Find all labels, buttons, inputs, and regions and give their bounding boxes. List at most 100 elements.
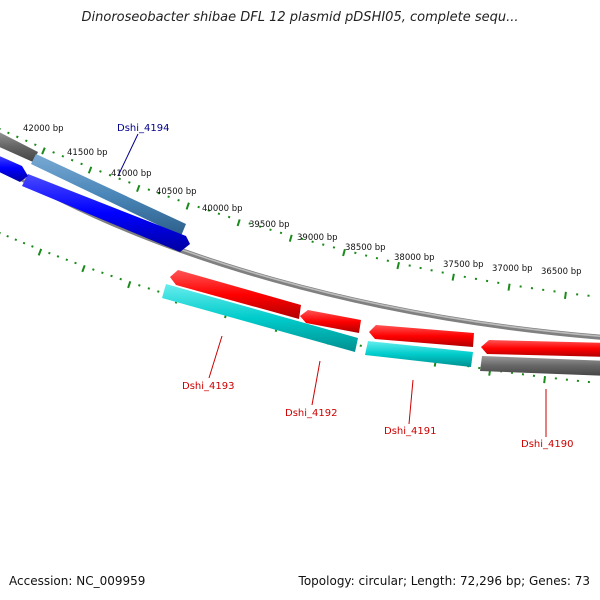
minor-tick <box>99 170 102 173</box>
minor-tick <box>375 256 379 260</box>
minor-tick <box>197 205 200 209</box>
major-tick <box>451 273 455 281</box>
tick-label-36500: 36500 bp <box>541 267 582 277</box>
gene-label-dshi-4190[interactable]: Dshi_4190 <box>521 439 573 450</box>
minor-tick <box>22 241 26 245</box>
minor-tick <box>33 143 37 147</box>
minor-tick <box>14 238 18 242</box>
minor-tick <box>386 259 390 262</box>
tick-label-37000: 37000 bp <box>492 264 533 274</box>
minor-tick <box>24 139 28 143</box>
callout-dshi-4192 <box>311 360 321 406</box>
map-title: Dinoroseobacter shibae DFL 12 plasmid pD… <box>81 10 519 25</box>
minor-tick <box>52 151 55 154</box>
major-tick <box>136 184 141 193</box>
minor-tick <box>31 245 34 248</box>
major-tick <box>127 280 132 289</box>
minor-tick <box>217 212 221 216</box>
callout-dshi-4191 <box>408 379 414 425</box>
major-tick <box>41 147 46 155</box>
major-tick <box>543 375 546 384</box>
major-tick <box>87 166 93 174</box>
minor-tick <box>258 225 262 228</box>
cds-band-dshi-4193 <box>162 284 358 352</box>
minor-tick <box>70 158 74 162</box>
gray-band-top <box>0 132 38 162</box>
gene-label-dshi-4194[interactable]: Dshi_4194 <box>117 123 169 134</box>
minor-tick <box>80 162 83 166</box>
major-tick <box>396 261 400 270</box>
minor-tick <box>248 222 251 225</box>
minor-tick <box>138 284 141 287</box>
gene-label-dshi-4192[interactable]: Dshi_4192 <box>285 408 337 419</box>
major-tick <box>288 234 293 242</box>
minor-tick <box>157 191 160 195</box>
major-tick <box>185 202 190 210</box>
minor-tick <box>177 198 180 202</box>
minor-tick <box>354 251 357 255</box>
minor-tick <box>110 274 113 278</box>
minor-tick <box>157 290 160 293</box>
minor-tick <box>359 344 362 348</box>
minor-tick <box>279 231 283 235</box>
major-tick <box>564 291 567 300</box>
accession-text: Accession: NC_009959 <box>9 574 146 588</box>
tick-label-42000: 42000 bp <box>23 124 64 134</box>
tick-label-40500: 40500 bp <box>156 187 197 197</box>
gene-label-dshi-4193[interactable]: Dshi_4193 <box>182 381 234 392</box>
gene-arrow-dshi-4190[interactable] <box>481 340 600 357</box>
minor-tick <box>311 240 314 244</box>
minor-tick <box>269 228 272 232</box>
tick-label-41000: 41000 bp <box>111 169 152 179</box>
minor-tick <box>6 235 9 238</box>
tick-label-38500: 38500 bp <box>345 243 386 253</box>
tick-label-37500: 37500 bp <box>443 260 484 270</box>
minor-tick <box>300 237 304 241</box>
tick-label-40000: 40000 bp <box>202 204 243 214</box>
major-tick <box>37 248 43 256</box>
minor-tick <box>65 258 69 262</box>
gene-arrow-dshi-4193[interactable] <box>170 270 301 319</box>
minor-tick <box>364 254 368 257</box>
major-tick <box>342 248 346 257</box>
minor-tick <box>147 287 151 290</box>
minor-tick <box>207 209 211 212</box>
minor-tick <box>61 155 65 158</box>
minor-tick <box>167 195 170 199</box>
gene-arrow-dshi-4191[interactable] <box>369 325 474 347</box>
minor-tick <box>118 177 121 181</box>
minor-tick <box>119 277 122 281</box>
gene-arrow-dshi-4194[interactable] <box>22 174 190 252</box>
gene-arrow-dshi-4192[interactable] <box>300 310 361 333</box>
gray-band-bottom <box>480 356 600 376</box>
minor-tick <box>322 243 325 246</box>
gene-arrow-left-edge[interactable] <box>0 154 28 182</box>
callout-dshi-4194 <box>117 133 139 177</box>
minor-tick <box>15 135 19 139</box>
tick-label-39000: 39000 bp <box>297 233 338 243</box>
major-tick <box>507 283 511 291</box>
tick-label-38000: 38000 bp <box>394 253 435 263</box>
minor-tick <box>92 268 95 271</box>
topology-summary: Topology: circular; Length: 72,296 bp; G… <box>298 574 590 588</box>
callout-dshi-4193 <box>208 335 223 379</box>
gene-label-dshi-4191[interactable]: Dshi_4191 <box>384 426 436 437</box>
minor-tick <box>7 131 10 135</box>
steel-band <box>31 154 186 236</box>
minor-tick <box>56 255 60 258</box>
major-tick <box>81 264 86 273</box>
minor-tick <box>74 261 77 265</box>
minor-tick <box>147 188 151 191</box>
minor-tick <box>128 181 131 184</box>
tick-label-41500: 41500 bp <box>67 148 108 158</box>
major-tick <box>236 219 241 227</box>
minor-tick <box>48 251 51 255</box>
cds-band-dshi-4191 <box>365 341 473 367</box>
minor-tick <box>332 246 336 249</box>
minor-tick <box>101 271 104 275</box>
outer-tick-track <box>0 128 590 300</box>
minor-tick <box>108 173 112 177</box>
minor-tick <box>227 215 231 219</box>
tick-label-39500: 39500 bp <box>249 220 290 230</box>
